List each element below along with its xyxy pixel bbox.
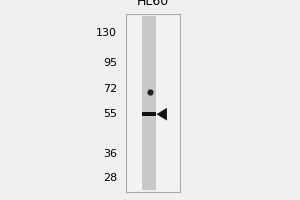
Text: 36: 36 [103, 149, 117, 159]
Bar [142, 112, 156, 116]
Text: 55: 55 [103, 109, 117, 119]
Text: 72: 72 [103, 84, 117, 94]
Bar [142, 16, 156, 190]
Text: HL60: HL60 [137, 0, 169, 8]
Polygon shape [157, 108, 167, 120]
Bar [126, 14, 180, 192]
Text: 130: 130 [96, 28, 117, 38]
Text: 28: 28 [103, 173, 117, 183]
Text: 95: 95 [103, 58, 117, 68]
